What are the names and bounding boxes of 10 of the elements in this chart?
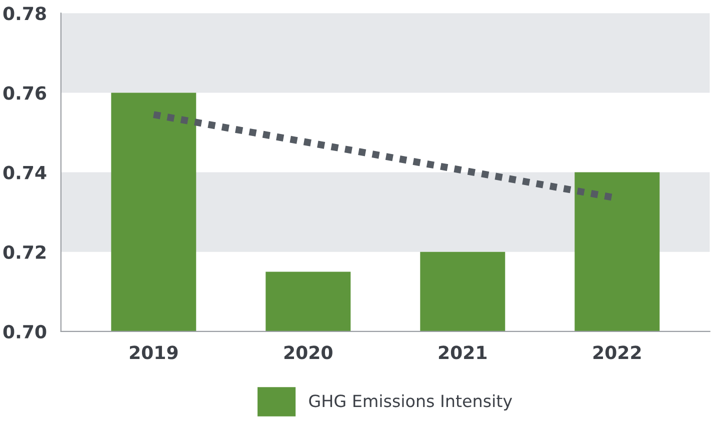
y-tick-label: 0.72 <box>3 245 46 259</box>
legend-label: GHG Emissions Intensity <box>309 394 512 410</box>
x-tick-label: 2022 <box>593 346 641 360</box>
y-tick-label: 0.76 <box>3 86 46 100</box>
y-tick-label: 0.70 <box>3 324 46 339</box>
x-tick-label: 2020 <box>284 346 332 360</box>
y-tick-label: 0.74 <box>3 166 46 180</box>
x-tick-label: 2021 <box>438 346 487 360</box>
y-tick-label: 0.78 <box>3 6 46 20</box>
x-tick-label: 2019 <box>130 346 178 360</box>
